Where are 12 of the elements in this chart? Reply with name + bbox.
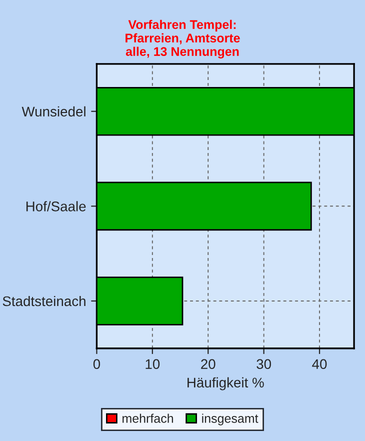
x-tick-label: 30 [256,359,271,370]
chart-title: Vorfahren Tempel: Pfarreien, Amtsorte alle, 13 Nennungen [126,20,240,58]
legend-label: mehrfach [122,414,174,423]
x-tick-label: 0 [93,359,100,370]
y-tick-label: Hof/Saale [26,201,86,212]
legend-label: insgesamt [202,414,258,426]
x-axis-title: Häufigkeit % [188,377,264,390]
y-tick-label: Stadtsteinach [2,296,86,306]
x-tick-label: 40 [312,359,327,370]
x-tick-label: 10 [146,359,160,370]
x-tick-label: 20 [201,359,216,370]
y-tick-label: Wunsiedel [22,106,86,117]
